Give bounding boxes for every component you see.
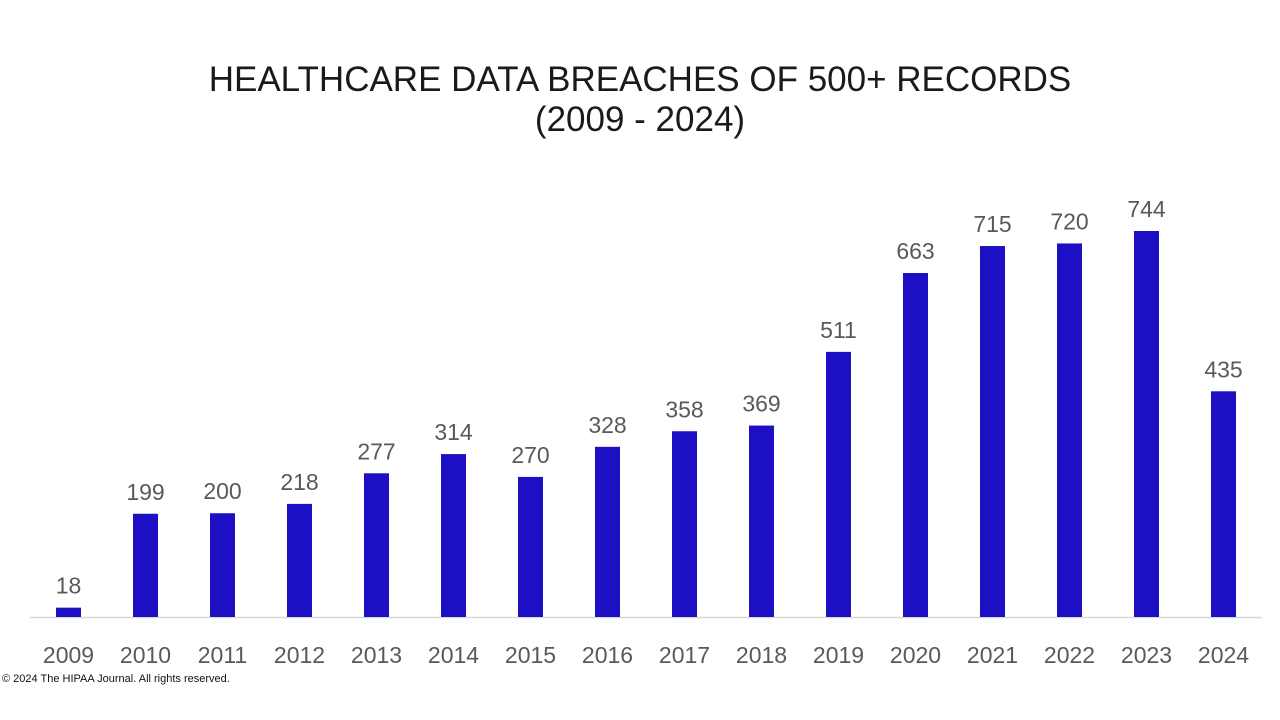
bar-2009 xyxy=(56,607,81,617)
bar-2017 xyxy=(672,431,697,617)
data-label-2010: 199 xyxy=(126,479,164,505)
x-tick-label-2023: 2023 xyxy=(1121,642,1172,668)
x-tick-label-2014: 2014 xyxy=(428,642,479,668)
x-tick-label-2021: 2021 xyxy=(967,642,1018,668)
bar-2022 xyxy=(1057,243,1082,617)
data-label-2024: 435 xyxy=(1204,356,1242,382)
x-tick-label-2018: 2018 xyxy=(736,642,787,668)
data-label-2023: 744 xyxy=(1127,196,1166,222)
data-label-2015: 270 xyxy=(511,442,549,468)
data-label-2021: 715 xyxy=(973,211,1011,237)
x-tick-label-2010: 2010 xyxy=(120,642,171,668)
x-tick-label-2013: 2013 xyxy=(351,642,402,668)
bar-2018 xyxy=(749,425,774,617)
data-label-2012: 218 xyxy=(280,469,318,495)
bar-2019 xyxy=(826,351,851,617)
bar-2021 xyxy=(980,246,1005,618)
x-tick-label-2009: 2009 xyxy=(43,642,94,668)
bar-2012 xyxy=(287,503,312,617)
data-label-2022: 720 xyxy=(1050,208,1088,234)
x-tick-label-2022: 2022 xyxy=(1044,642,1095,668)
data-label-2013: 277 xyxy=(357,438,395,464)
data-label-2018: 369 xyxy=(742,391,780,417)
data-label-2019: 511 xyxy=(820,317,857,343)
data-label-2014: 314 xyxy=(434,419,473,445)
bar-2014 xyxy=(441,454,466,617)
x-tick-label-2012: 2012 xyxy=(274,642,325,668)
bar-2015 xyxy=(518,476,543,617)
x-tick-label-2017: 2017 xyxy=(659,642,710,668)
bar-2010 xyxy=(133,513,158,617)
chart-title-line-1: HEALTHCARE DATA BREACHES OF 500+ RECORDS xyxy=(208,60,1072,99)
data-label-2020: 663 xyxy=(896,238,934,264)
data-label-2016: 328 xyxy=(588,412,626,438)
bar-2011 xyxy=(210,513,235,617)
bar-2024 xyxy=(1211,391,1236,617)
chart-title: HEALTHCARE DATA BREACHES OF 500+ RECORDS… xyxy=(0,60,1280,141)
data-label-2011: 200 xyxy=(203,478,241,504)
x-tick-label-2011: 2011 xyxy=(198,642,247,668)
chart-title-line-2: (2009 - 2024) xyxy=(534,100,746,140)
copyright-notice: © 2024 The HIPAA Journal. All rights res… xyxy=(2,673,230,685)
x-tick-label-2024: 2024 xyxy=(1198,642,1249,668)
bar-2020 xyxy=(903,273,928,617)
bar-2013 xyxy=(364,473,389,617)
data-label-2017: 358 xyxy=(665,396,703,422)
bar-2023 xyxy=(1134,231,1159,617)
x-tick-label-2019: 2019 xyxy=(813,642,864,668)
data-label-2009: 18 xyxy=(56,573,82,599)
bar-2016 xyxy=(595,446,620,617)
x-tick-label-2020: 2020 xyxy=(890,642,941,668)
x-tick-label-2015: 2015 xyxy=(505,642,556,668)
x-tick-label-2016: 2016 xyxy=(582,642,633,668)
